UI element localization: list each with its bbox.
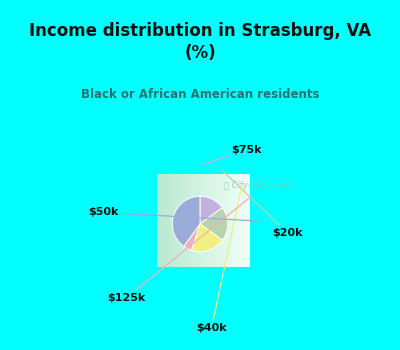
Text: Income distribution in Strasburg, VA
(%): Income distribution in Strasburg, VA (%) — [29, 22, 371, 62]
Wedge shape — [200, 208, 228, 240]
Text: $125k: $125k — [107, 196, 252, 303]
Text: $40k: $40k — [196, 184, 242, 333]
Wedge shape — [172, 196, 200, 246]
Text: $75k: $75k — [202, 145, 262, 164]
Wedge shape — [200, 196, 222, 224]
Text: $20k: $20k — [222, 170, 303, 238]
Wedge shape — [192, 224, 222, 252]
Text: Black or African American residents: Black or African American residents — [81, 88, 319, 101]
Wedge shape — [184, 224, 200, 250]
Text: ⓘ City-Data.com: ⓘ City-Data.com — [224, 182, 291, 190]
Text: $50k: $50k — [88, 208, 261, 221]
